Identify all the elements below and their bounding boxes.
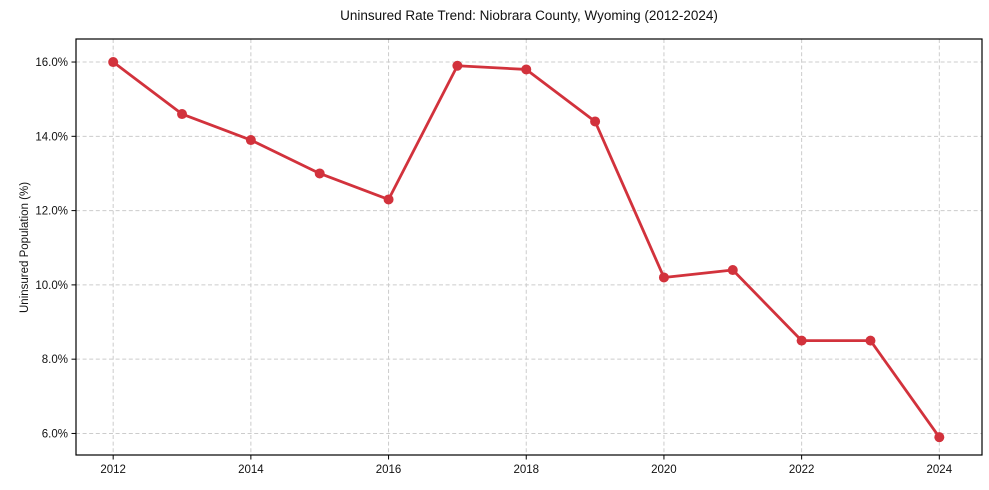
data-point-marker [934, 432, 945, 443]
x-tick-label: 2012 [100, 464, 126, 476]
y-tick-label: 6.0% [42, 428, 68, 440]
data-point-marker [521, 64, 532, 75]
y-tick-label: 8.0% [42, 354, 68, 366]
data-point-marker [314, 168, 325, 179]
x-tick-label: 2018 [513, 464, 539, 476]
y-tick-label: 16.0% [35, 57, 68, 69]
y-tick-label: 10.0% [35, 280, 68, 292]
chart-title: Uninsured Rate Trend: Niobrara County, W… [340, 8, 718, 23]
data-point-marker [245, 135, 256, 146]
data-point-marker [796, 335, 807, 346]
x-tick-label: 2024 [927, 464, 953, 476]
data-point-marker [590, 116, 601, 127]
data-point-marker [658, 272, 669, 283]
data-point-marker [865, 335, 876, 346]
x-tick-label: 2020 [651, 464, 677, 476]
data-point-marker [108, 57, 119, 68]
x-tick-label: 2016 [376, 464, 402, 476]
x-tick-label: 2014 [238, 464, 264, 476]
plot-border [75, 38, 983, 456]
data-point-marker [177, 109, 188, 120]
data-point-marker [727, 265, 738, 276]
x-tick-label: 2022 [789, 464, 815, 476]
y-tick-label: 14.0% [35, 131, 68, 143]
data-point-marker [383, 194, 394, 205]
data-point-marker [452, 60, 463, 71]
y-tick-label: 12.0% [35, 206, 68, 218]
